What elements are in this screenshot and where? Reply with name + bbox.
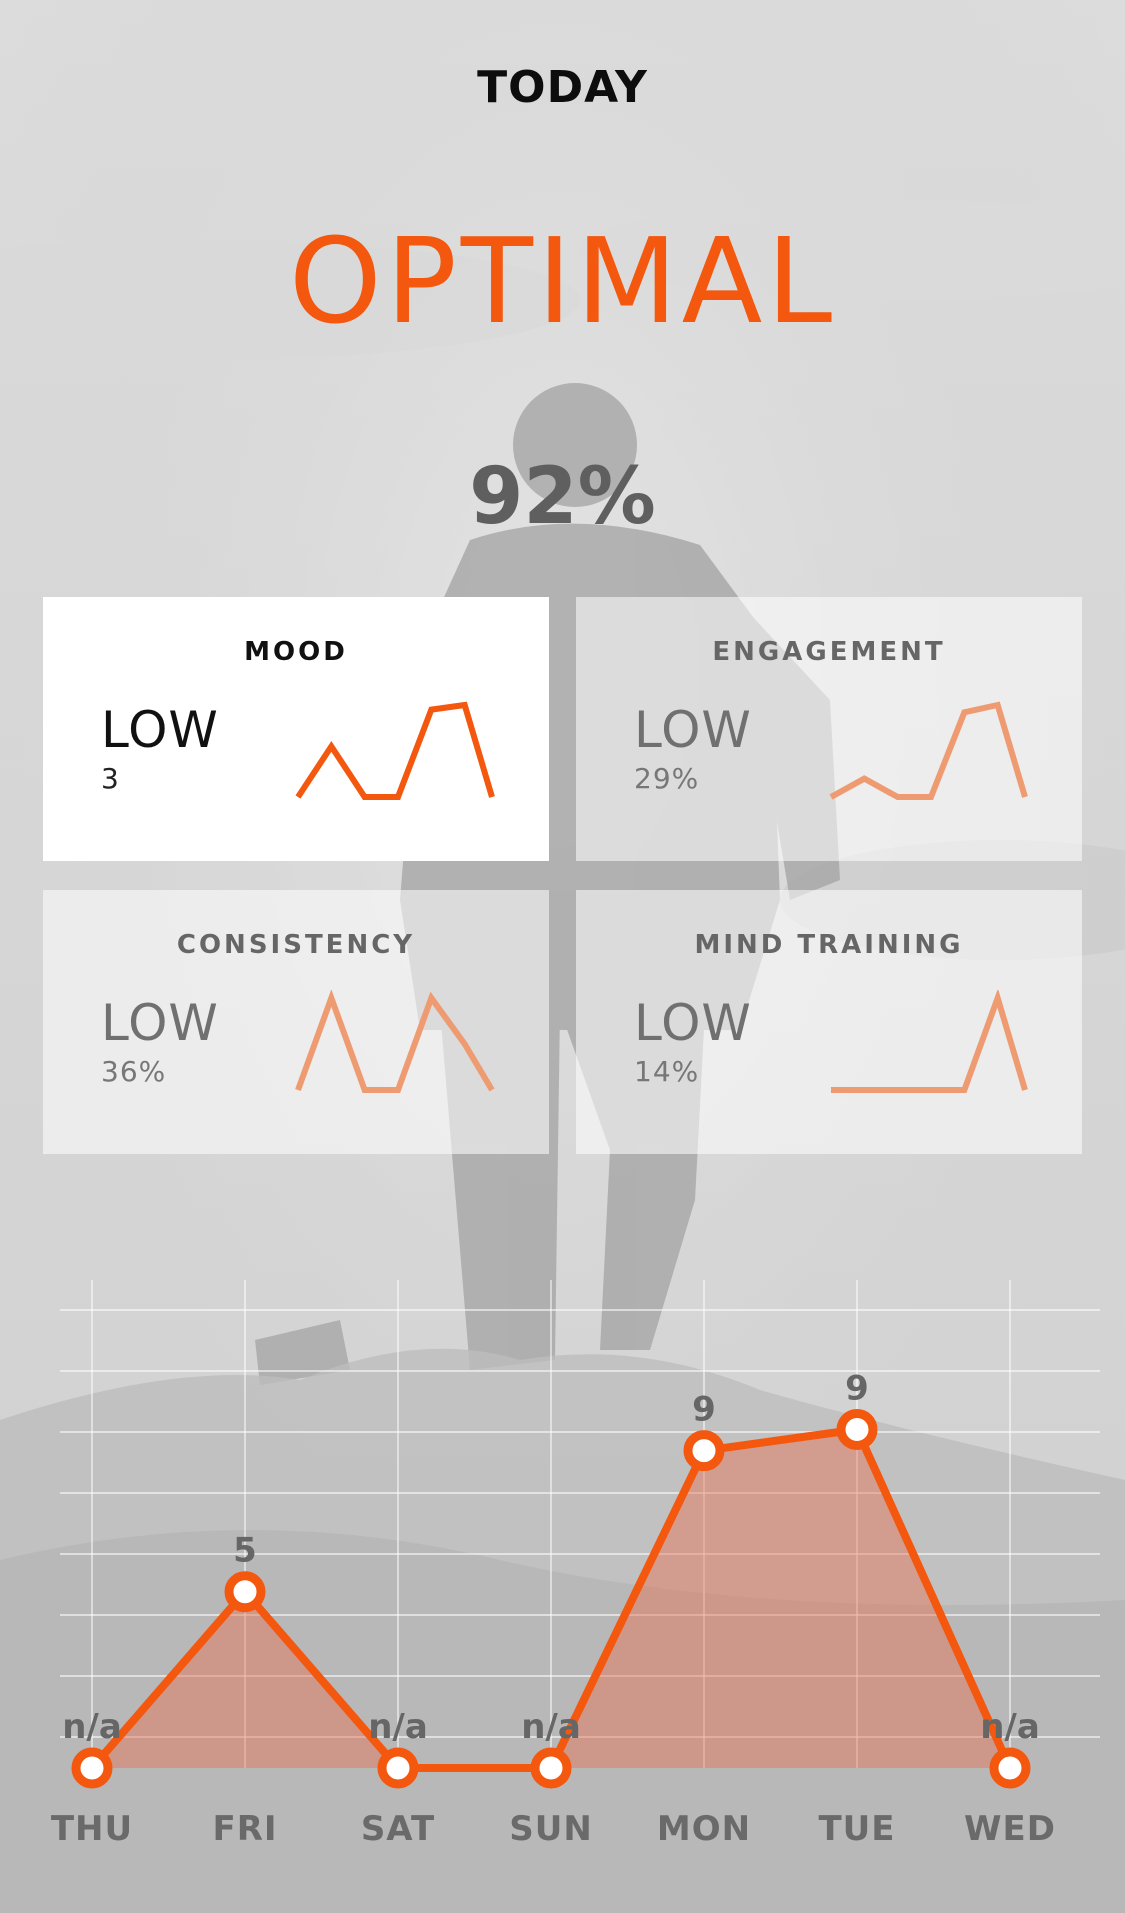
card-title: MIND TRAINING <box>694 930 964 960</box>
card-level: LOW <box>634 701 752 759</box>
card-level: LOW <box>101 701 219 759</box>
metric-card-mind-training[interactable]: MIND TRAINING LOW 14% <box>576 890 1082 1154</box>
chart-grid <box>60 1280 1100 1768</box>
data-label: 5 <box>233 1531 257 1571</box>
x-tick-label: WED <box>964 1809 1056 1849</box>
consistency-sparkline <box>295 990 495 1093</box>
data-point <box>224 1571 266 1613</box>
card-title: MOOD <box>244 637 348 667</box>
metric-card-consistency[interactable]: CONSISTENCY LOW 36% <box>43 890 549 1154</box>
sparkline-series <box>831 990 1028 1093</box>
x-tick-label: FRI <box>212 1809 277 1849</box>
sparkline-series <box>295 990 495 1093</box>
data-point <box>836 1409 878 1451</box>
card-level: LOW <box>634 994 752 1052</box>
data-label: 9 <box>845 1369 869 1409</box>
card-level: LOW <box>101 994 219 1052</box>
chart-points <box>71 1409 1031 1789</box>
sparkline-series <box>829 701 1028 800</box>
data-point <box>71 1747 113 1789</box>
data-point <box>989 1747 1031 1789</box>
metric-card-mood[interactable]: MOOD LOW 3 <box>43 597 549 861</box>
x-tick-label: SAT <box>361 1809 435 1849</box>
data-label: 9 <box>692 1390 716 1430</box>
x-tick-label: MON <box>657 1809 751 1849</box>
x-tick-label: THU <box>51 1809 133 1849</box>
metric-card-engagement[interactable]: ENGAGEMENT LOW 29% <box>576 597 1082 861</box>
card-title: ENGAGEMENT <box>712 637 946 667</box>
overall-status: OPTIMAL <box>288 212 837 350</box>
x-tick-label: TUE <box>818 1809 895 1849</box>
data-label: n/a <box>521 1707 581 1747</box>
engagement-sparkline <box>829 701 1028 800</box>
x-tick-label: SUN <box>509 1809 593 1849</box>
card-value: 36% <box>101 1055 167 1088</box>
card-value: 29% <box>634 762 700 795</box>
overall-score: 92% <box>469 452 656 542</box>
data-point <box>683 1430 725 1472</box>
weekly-mood-chart: n/a 5 n/a n/a 9 9 n/a THU FRI SAT SUN MON TUE WED <box>51 1280 1100 1849</box>
chart-value-labels: n/a 5 n/a n/a 9 9 n/a <box>62 1369 1040 1747</box>
card-title: CONSISTENCY <box>176 930 416 960</box>
card-value: 14% <box>634 1055 700 1088</box>
sparkline-series <box>295 701 495 800</box>
data-label: n/a <box>368 1707 428 1747</box>
screen-title: TODAY <box>477 62 648 113</box>
mood-sparkline <box>295 701 495 800</box>
data-label: n/a <box>62 1707 122 1747</box>
chart-x-tick-labels: THU FRI SAT SUN MON TUE WED <box>51 1809 1056 1849</box>
card-value: 3 <box>101 762 120 795</box>
data-label: n/a <box>980 1707 1040 1747</box>
data-point <box>377 1747 419 1789</box>
data-point <box>530 1747 572 1789</box>
mind-training-sparkline <box>831 990 1028 1093</box>
